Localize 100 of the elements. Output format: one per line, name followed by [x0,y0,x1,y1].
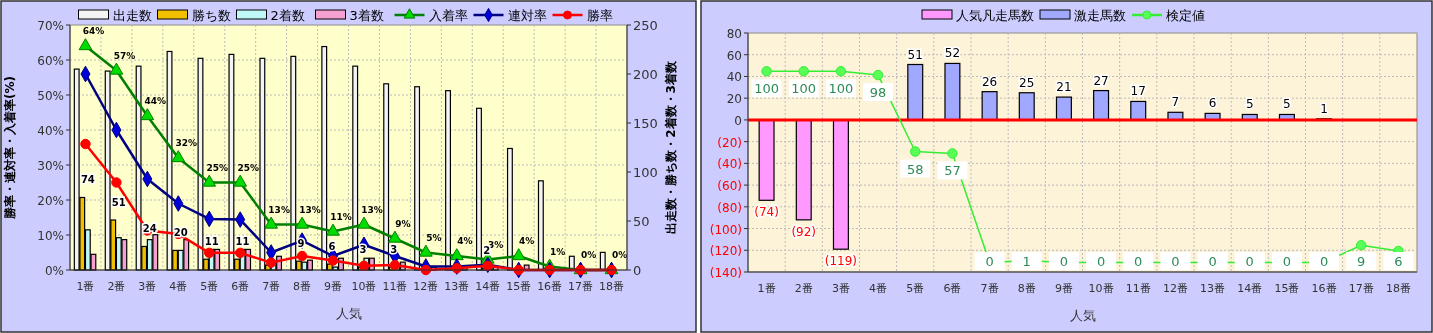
data-label: 6 [1394,254,1403,269]
data-label: 9 [1357,254,1366,269]
y-tick-label: 80 [726,27,742,41]
data-label: 5 [1245,97,1254,112]
x-tick-label: 4番 [869,282,888,295]
data-label: 0 [1208,254,1217,269]
data-label: 9 [297,238,305,250]
y-tick-label: (20) [717,135,742,150]
x-tick-label: 13番 [1200,282,1226,295]
data-label: 4% [457,236,473,246]
legend-label: 出走数 [112,8,152,23]
data-label: (119) [824,254,858,269]
data-label: 1 [1320,101,1328,116]
data-label: 6 [328,241,336,253]
data-label: 5 [1283,97,1291,112]
data-label: 11 [235,236,250,248]
data-label: 11 [204,236,219,248]
legend-label: 連対率 [507,8,547,23]
data-label: 26 [981,74,998,89]
data-label: 25% [206,162,229,173]
data-label: 100 [791,81,817,97]
data-label: 52 [944,46,961,61]
y2-tick-label: 0 [633,263,642,278]
data-label: 100 [754,81,779,97]
y-tick-label: (40) [717,157,742,172]
x-tick-label: 16番 [537,280,563,293]
x-tick-label: 12番 [413,280,439,293]
data-label: 5% [426,232,442,243]
data-label: 44% [144,96,167,106]
x-tick-label: 7番 [262,280,281,293]
x-tick-label: 15番 [1274,282,1300,295]
data-label: 7 [1171,95,1180,110]
x-tick-label: 5番 [200,280,219,293]
data-label: (74) [754,205,779,220]
data-label: 0 [1096,254,1106,269]
data-label: 57 [944,163,961,179]
x-tick-label: 8番 [1017,282,1036,295]
x-tick-label: 9番 [1054,282,1073,295]
x-tick-label: 10番 [1088,282,1114,295]
data-label: 57% [113,50,136,61]
data-label: (92) [791,224,817,239]
y-tick-label: 50% [37,89,64,103]
y-tick-label: 40% [37,124,64,138]
data-label: 2 [483,245,491,257]
y-tick-label: 70% [37,19,64,33]
y-tick-label: 20 [726,92,742,107]
data-label: 64% [82,26,105,36]
x-tick-label: 9番 [324,280,343,293]
x-tick-label: 14番 [475,280,501,293]
y-tick-label: 0 [734,113,742,128]
data-label: 13% [299,204,321,215]
data-label: 0% [611,250,628,260]
legend-label: 激走馬数 [1074,8,1126,23]
data-label: 21 [1056,80,1072,95]
x-tick-label: 10番 [351,280,377,293]
data-label: 6 [1208,96,1217,111]
data-label: 0 [1171,254,1180,269]
legend-label: 3着数 [349,8,384,23]
y-tick-label: 60% [37,54,64,68]
data-label: 74 [80,174,95,186]
data-label: 0 [1134,254,1143,269]
y-axis-title: 勝率・連対率・入着率(%) [3,76,17,220]
y-tick-label: (60) [717,179,742,194]
data-label: 25% [237,162,259,173]
y-tick-label: 30% [37,159,64,173]
data-label: 24 [142,223,157,235]
y2-tick-label: 250 [633,18,658,33]
data-label: 27 [1093,73,1109,88]
data-label: 11% [330,211,352,222]
y-tick-label: 40 [726,70,742,85]
x-tick-label: 13番 [444,280,470,293]
legend-label: 勝率 [586,8,613,23]
x-tick-label: 3番 [138,280,157,293]
x-tick-label: 14番 [1237,282,1263,295]
data-label: 58 [906,161,924,177]
data-label: 51 [907,47,923,62]
y2-tick-label: 150 [633,116,658,131]
data-label: 13% [268,204,290,215]
data-label: 0 [985,254,994,269]
x-tick-label: 17番 [1348,282,1374,295]
legend-label: 勝ち数 [191,8,231,23]
legend-label: 検定値 [1166,8,1205,23]
x-tick-label: 18番 [599,280,625,293]
x-tick-label: 8番 [293,280,312,293]
legend-label: 2着数 [270,8,305,23]
data-label: 98 [869,85,887,101]
data-label: 0 [1319,254,1329,269]
y2-tick-label: 50 [633,214,650,229]
x-tick-label: 1番 [757,282,776,295]
y-tick-label: (80) [717,200,742,215]
x-tick-label: 11番 [1125,282,1151,295]
x-axis-title: 人気 [1069,308,1096,323]
x-tick-label: 1番 [76,280,95,293]
data-label: 13% [361,204,383,215]
data-label: 17 [1130,84,1146,99]
y-tick-label: 60 [726,48,742,63]
x-tick-label: 15番 [506,280,532,293]
legend-label: 入着率 [428,8,468,23]
data-label: 25 [1019,75,1035,90]
x-tick-label: 17番 [568,280,594,293]
